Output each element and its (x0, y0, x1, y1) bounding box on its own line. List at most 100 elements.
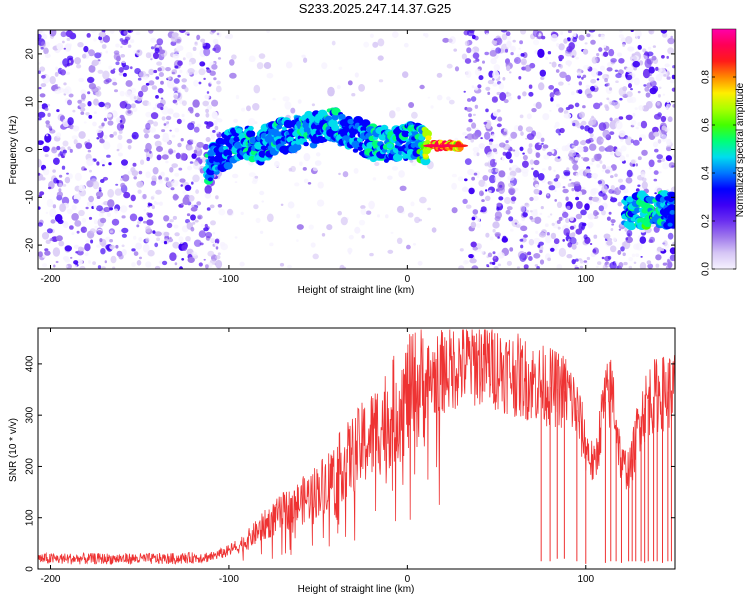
noise-blob (489, 50, 497, 57)
noise-blob (520, 225, 528, 232)
noise-blob (627, 233, 631, 237)
noise-blob (646, 51, 654, 57)
noise-blob (592, 247, 599, 255)
noise-blob (488, 189, 492, 194)
noise-blob (282, 96, 290, 102)
noise-blob (177, 74, 181, 78)
noise-blob (644, 58, 652, 69)
noise-blob (182, 57, 186, 61)
noise-blob (167, 76, 171, 80)
noise-blob (204, 223, 208, 228)
signal-blob (626, 196, 634, 203)
noise-blob (101, 122, 105, 127)
noise-blob (71, 135, 78, 140)
noise-blob (497, 252, 505, 259)
noise-blob (127, 30, 132, 33)
noise-blob (93, 219, 98, 225)
noise-blob (83, 45, 89, 53)
signal-blob (246, 130, 256, 138)
noise-blob (80, 247, 85, 252)
noise-blob (448, 38, 453, 43)
noise-blob (484, 195, 491, 201)
noise-blob (353, 168, 359, 174)
noise-blob (339, 264, 345, 269)
noise-blob (615, 148, 623, 157)
noise-blob (637, 90, 641, 94)
noise-blob (561, 145, 567, 152)
noise-blob (670, 35, 673, 39)
noise-blob (598, 205, 604, 212)
noise-blob (92, 180, 100, 190)
noise-blob (62, 153, 66, 156)
noise-blob (73, 244, 80, 249)
noise-blob (517, 95, 521, 100)
noise-blob (62, 184, 67, 187)
noise-blob (532, 195, 539, 201)
noise-blob (553, 178, 559, 182)
noise-blob (580, 120, 587, 126)
noise-blob (274, 160, 280, 168)
noise-blob (672, 65, 675, 69)
noise-blob (193, 79, 199, 87)
noise-blob (348, 250, 352, 255)
snr-panel: -200 -100 0 100 0 100 200 300 400 Height of str… (8, 327, 676, 595)
noise-blob (59, 203, 66, 212)
noise-blob (217, 118, 223, 123)
noise-blob (198, 68, 206, 76)
noise-blob (527, 251, 532, 256)
noise-blob (579, 265, 584, 269)
noise-blob (85, 206, 89, 210)
noise-blob (532, 30, 539, 38)
noise-blob (534, 183, 540, 188)
noise-blob (610, 175, 614, 179)
noise-blob (360, 205, 366, 210)
noise-blob (64, 245, 73, 252)
noise-blob (573, 181, 581, 187)
noise-blob (495, 168, 499, 173)
noise-blob (136, 224, 140, 228)
noise-blob (109, 230, 114, 234)
noise-blob (554, 91, 561, 96)
noise-blob (602, 193, 608, 201)
noise-blob (598, 47, 603, 52)
noise-blob (96, 137, 100, 140)
noise-blob (625, 177, 633, 184)
noise-blob (202, 143, 210, 150)
noise-blob (589, 85, 596, 92)
noise-blob (377, 214, 380, 218)
noise-blob (121, 244, 125, 248)
noise-blob (50, 219, 56, 224)
noise-blob (660, 115, 667, 123)
noise-blob (566, 167, 570, 171)
noise-blob (446, 96, 451, 101)
noise-blob (628, 265, 632, 269)
noise-blob (622, 43, 626, 47)
noise-blob (501, 157, 505, 161)
noise-blob (555, 156, 558, 159)
noise-blob (535, 101, 542, 109)
noise-blob (66, 172, 69, 175)
noise-blob (91, 59, 99, 66)
noise-blob (61, 165, 66, 170)
noise-blob (98, 101, 105, 108)
noise-blob (526, 113, 532, 120)
noise-blob (661, 248, 665, 252)
noise-blob (658, 86, 662, 90)
noise-blob (150, 37, 157, 43)
noise-blob (496, 206, 500, 211)
noise-blob (58, 188, 62, 192)
noise-blob (602, 164, 607, 170)
noise-blob (51, 147, 58, 154)
noise-blob (520, 244, 524, 249)
noise-blob (588, 30, 596, 33)
noise-blob (64, 64, 68, 68)
noise-blob (598, 122, 607, 131)
noise-blob (205, 112, 210, 118)
noise-blob (205, 108, 210, 113)
noise-blob (615, 80, 619, 83)
noise-blob (191, 153, 197, 160)
noise-blob (522, 160, 529, 168)
noise-blob (120, 124, 125, 129)
noise-blob (56, 191, 64, 198)
